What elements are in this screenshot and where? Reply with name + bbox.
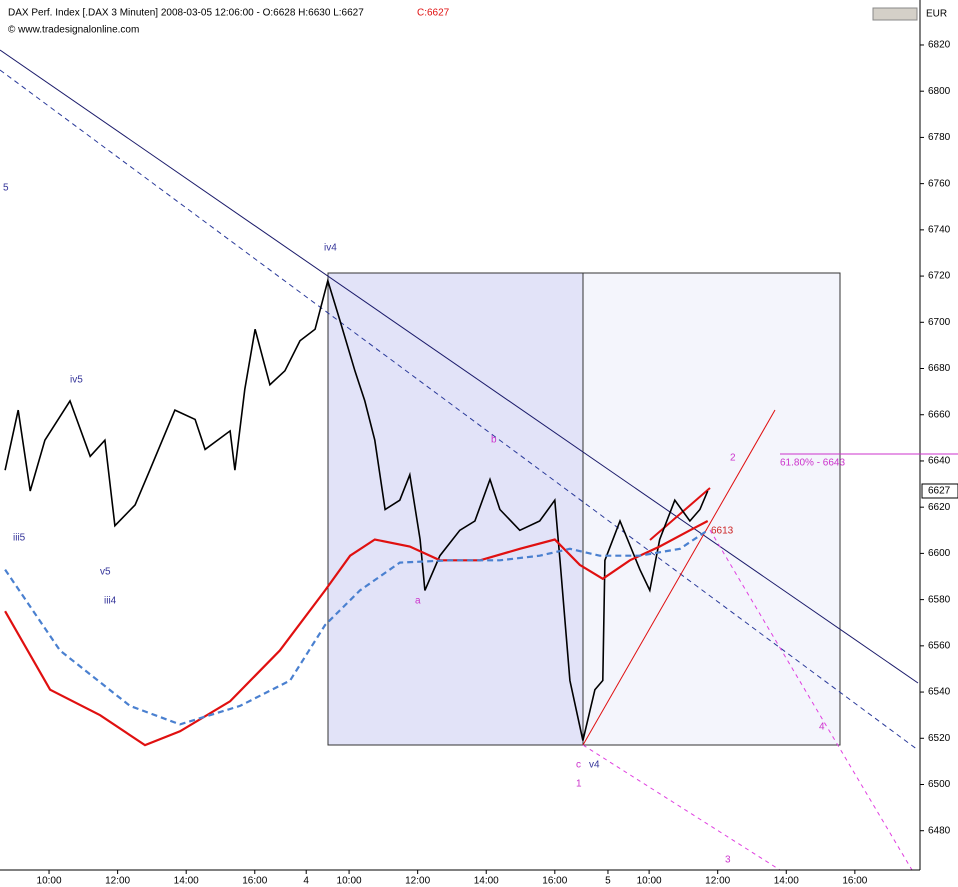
zone-a (327, 272, 584, 746)
x-tick-label: 14:00 (774, 876, 799, 887)
x-tick-label: 16:00 (842, 876, 867, 887)
fib-label: 61.80% - 6643 (780, 458, 845, 469)
y-tick-label: 6740 (928, 224, 951, 235)
projection (709, 529, 913, 871)
y-tick-label: 6600 (928, 548, 951, 559)
source: © www.tradesignalonline.com (8, 25, 139, 36)
x-tick-label: 4 (303, 876, 309, 887)
y-tick-label: 6580 (928, 594, 951, 605)
wave-label: iv5 (70, 375, 83, 386)
x-tick-label: 5 (605, 876, 611, 887)
series-line (4, 277, 709, 741)
x-tick-label: 10:00 (337, 876, 362, 887)
y-tick-label: 6680 (928, 363, 951, 374)
wave-label: b (491, 435, 497, 446)
projection (582, 744, 781, 871)
wave-label: 2 (730, 453, 736, 464)
x-tick-label: 12:00 (705, 876, 730, 887)
x-tick-label: 14:00 (174, 876, 199, 887)
y-tick-label: 6660 (928, 409, 951, 420)
up-trend (582, 409, 776, 746)
x-tick-label: 10:00 (637, 876, 662, 887)
wave-label: 4 (819, 722, 825, 733)
short-trend (649, 487, 711, 541)
wave-label: 1 (576, 779, 582, 790)
x-tick-label: 12:00 (105, 876, 130, 887)
wave-label: iii4 (104, 596, 117, 607)
series-line (4, 529, 709, 726)
wave-label: 5 (3, 183, 9, 194)
close-label: C:6627 (417, 8, 450, 19)
y-tick-label: 6700 (928, 317, 951, 328)
price-label: 6627 (928, 486, 951, 497)
y-tick-label: 6540 (928, 687, 951, 698)
wave-label: v5 (100, 567, 111, 578)
wave-label: v4 (589, 760, 600, 771)
x-tick-label: 12:00 (405, 876, 430, 887)
y-tick-label: 6620 (928, 502, 951, 513)
y-tick-label: 6640 (928, 456, 951, 467)
series-line (4, 520, 709, 747)
y-tick-label: 6560 (928, 640, 951, 651)
x-tick-label: 16:00 (542, 876, 567, 887)
window-buttons[interactable] (872, 7, 918, 21)
trend-line-dashed (0, 69, 919, 751)
currency: EUR (926, 9, 947, 20)
wave-label: iii5 (13, 533, 26, 544)
x-tick-label: 14:00 (474, 876, 499, 887)
y-tick-label: 6720 (928, 271, 951, 282)
x-tick-label: 16:00 (242, 876, 267, 887)
y-tick-label: 6520 (928, 733, 951, 744)
wave-label: 3 (725, 855, 731, 866)
y-tick-label: 6760 (928, 178, 951, 189)
price-box (921, 483, 958, 499)
y-tick-label: 6800 (928, 86, 951, 97)
chart-title: DAX Perf. Index [.DAX 3 Minuten] 2008-03… (8, 8, 364, 19)
plot (4, 277, 709, 747)
wave-label: a (415, 596, 421, 607)
trend-line (0, 49, 919, 684)
wave-label: c (576, 760, 581, 771)
wave-label: iv4 (324, 243, 337, 254)
y-tick-label: 6780 (928, 132, 951, 143)
x-tick-label: 10:00 (37, 876, 62, 887)
y-tick-label: 6820 (928, 40, 951, 51)
zone-b (582, 272, 841, 746)
level-label: 6613 (711, 526, 734, 537)
y-tick-label: 6480 (928, 825, 951, 836)
y-tick-label: 6500 (928, 779, 951, 790)
